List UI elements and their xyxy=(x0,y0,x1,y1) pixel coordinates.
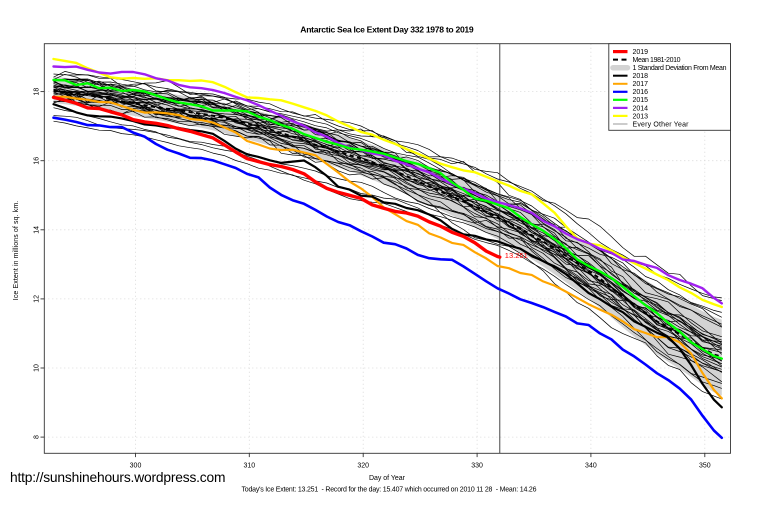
svg-text:14: 14 xyxy=(33,226,40,234)
svg-text:Day of Year: Day of Year xyxy=(369,475,406,482)
svg-text:18: 18 xyxy=(33,88,40,96)
svg-text:Ice Extent in millions of sq.: Ice Extent in millions of sq. km. xyxy=(13,201,20,301)
svg-text:Mean 1981-2010: Mean 1981-2010 xyxy=(633,57,681,64)
svg-text:350: 350 xyxy=(699,463,711,470)
svg-text:16: 16 xyxy=(33,157,40,165)
svg-text:Antarctic Sea Ice Extent Day 3: Antarctic Sea Ice Extent Day 332 1978 to… xyxy=(300,25,474,35)
svg-text:2019: 2019 xyxy=(633,49,649,56)
svg-text:300: 300 xyxy=(130,463,142,470)
svg-text:2015: 2015 xyxy=(633,97,649,104)
svg-text:10: 10 xyxy=(33,364,40,372)
svg-text:Today's Ice Extent: 13.251 -: Today's Ice Extent: 13.251 - Record for … xyxy=(242,487,537,494)
svg-text:1 Standard Deviation From Mean: 1 Standard Deviation From Mean xyxy=(633,65,727,72)
svg-text:2013: 2013 xyxy=(633,113,649,120)
svg-text:12: 12 xyxy=(33,295,40,303)
svg-text:2017: 2017 xyxy=(633,81,649,88)
svg-text:8: 8 xyxy=(33,435,40,439)
svg-text:13.251: 13.251 xyxy=(505,251,528,260)
svg-text:http://sunshinehours.wordpress: http://sunshinehours.wordpress.com xyxy=(10,470,226,485)
svg-text:Every Other Year: Every Other Year xyxy=(633,121,690,128)
svg-text:310: 310 xyxy=(243,463,255,470)
svg-text:320: 320 xyxy=(357,463,369,470)
svg-text:2016: 2016 xyxy=(633,89,649,96)
svg-text:340: 340 xyxy=(585,463,597,470)
svg-text:2014: 2014 xyxy=(633,105,649,112)
svg-text:2018: 2018 xyxy=(633,73,649,80)
svg-text:330: 330 xyxy=(471,463,483,470)
